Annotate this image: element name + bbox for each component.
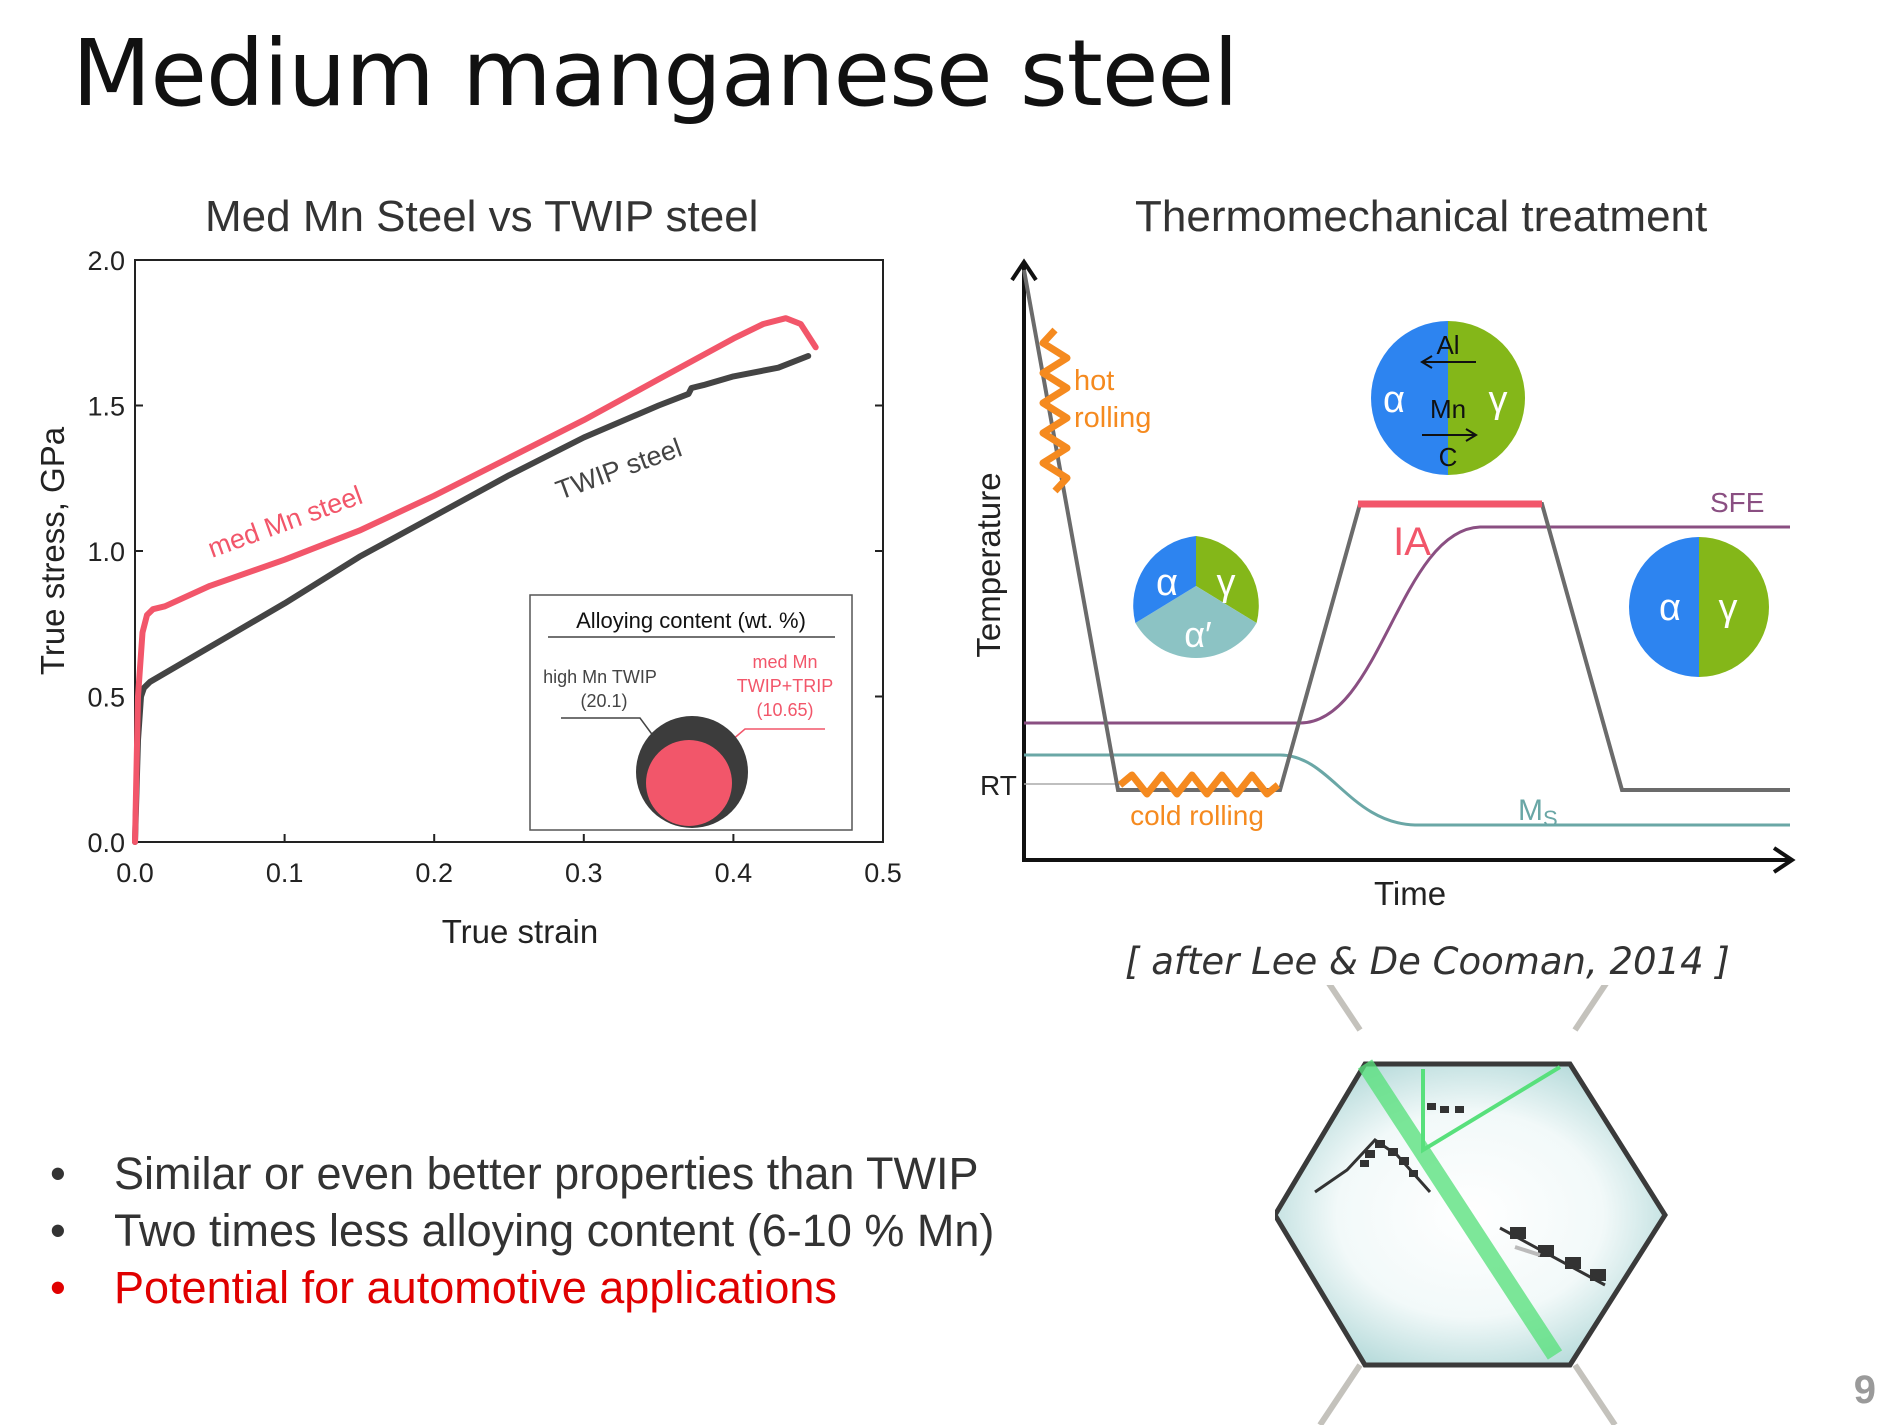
x-tick-label: 0.3 — [565, 858, 603, 888]
ms-label: MS — [1518, 794, 1558, 831]
phase-pie-final: α γ — [1629, 537, 1769, 677]
hot-label: hot — [1074, 365, 1114, 397]
pie2-mn-label: Mn — [1430, 394, 1466, 424]
x-tick-label: 0.1 — [266, 858, 304, 888]
time-axis-arrow — [1772, 846, 1796, 874]
inset-twip-leader — [561, 717, 655, 738]
y-tick-label: 2.0 — [87, 246, 125, 276]
pie3-alpha-label: α — [1659, 587, 1681, 629]
pie2-al-label: Al — [1436, 330, 1459, 360]
pie1-alpha-slice — [1133, 536, 1196, 623]
sfe-curve — [1024, 525, 1790, 725]
bullet-text: Potential for automotive applications — [114, 1262, 837, 1313]
pie2-c-label: C — [1439, 442, 1458, 472]
temperature-axis-arrow — [1010, 258, 1038, 282]
pie3-gamma-half — [1699, 537, 1769, 677]
diffraction-beam — [1357, 1059, 1563, 1360]
stress-strain-chart: 0.0 0.1 0.2 0.3 0.4 0.5 0.0 0.5 1.0 1.5 2.0 True s… — [34, 246, 902, 950]
y-tick-label: 0.5 — [87, 683, 125, 713]
pie1-alpha-prime-label: α′ — [1184, 614, 1212, 655]
cold-rolling-label: cold rolling — [1130, 800, 1264, 831]
citation: [ after Lee & De Cooman, 2014 ] — [1125, 940, 1730, 983]
alloying-inset: Alloying content (wt. %) high Mn TWIP (2… — [529, 594, 853, 831]
bullet-item: • Two times less alloying content (6-10 %… — [50, 1202, 994, 1259]
rt-label: RT — [980, 770, 1017, 801]
pie2-gamma-label: γ — [1489, 379, 1508, 421]
pie2-alpha-half — [1371, 321, 1448, 475]
pie1-gamma-label: γ — [1217, 562, 1236, 604]
pie2-c-arrowhead — [1465, 428, 1478, 442]
rolling-label: rolling — [1074, 402, 1151, 434]
inset-medmn-name: med Mn — [752, 652, 817, 672]
pie2-gamma-half — [1448, 321, 1525, 475]
temperature-axis-label: Temperature — [970, 472, 1007, 657]
inset-medmn-name2: TWIP+TRIP — [737, 676, 834, 696]
y-axis-label: True stress, GPa — [34, 426, 71, 675]
pie1-alpha-label: α — [1156, 562, 1178, 604]
bullet-text: Two times less alloying content (6-10 % … — [114, 1205, 995, 1256]
x-tick-label: 0.0 — [116, 858, 154, 888]
bullet-text: Similar or even better properties than T… — [114, 1148, 979, 1199]
bullet-list: • Similar or even better properties than … — [50, 1145, 994, 1316]
pie2-alpha-label: α — [1383, 379, 1405, 421]
phase-pie-intercritical: α γ Al Mn C — [1371, 321, 1525, 475]
med-mn-steel-line — [132, 315, 819, 845]
twip-steel-line — [132, 353, 812, 845]
ia-label: IA — [1393, 520, 1431, 564]
inset-medmn-value: (10.65) — [756, 700, 813, 720]
inset-medmn-circle — [646, 740, 732, 826]
diffraction-illustration — [1275, 985, 1668, 1425]
pie1-alpha-prime-slice — [1135, 586, 1257, 658]
bullet-item: • Similar or even better properties than … — [50, 1145, 994, 1202]
time-axis-label: Time — [1374, 875, 1446, 912]
bracket-bottom-left — [1317, 1363, 1363, 1425]
bullet-dot: • — [50, 1205, 66, 1256]
beam-triangle — [1421, 1065, 1562, 1154]
thermomechanical-diagram: Time Temperature RT SFE MS IA hot rollin… — [970, 258, 1796, 912]
phase-pie-cold-rolled: α γ α′ — [1133, 536, 1259, 658]
inset-twip-name: high Mn TWIP — [543, 667, 657, 687]
y-tick-label: 0.0 — [87, 828, 125, 858]
pie1-gamma-slice — [1196, 536, 1259, 623]
bracket-top-right — [1572, 985, 1609, 1032]
bullet-dot: • — [50, 1148, 66, 1199]
y-tick-label: 1.0 — [87, 537, 125, 567]
bracket-top-left — [1326, 985, 1363, 1032]
inset-twip-value: (20.1) — [580, 691, 627, 711]
reflected-arrow — [1514, 1245, 1541, 1257]
bullet-dot: • — [50, 1262, 66, 1313]
hot-rolling-wave — [1039, 327, 1071, 494]
bullet-item-highlight: • Potential for automotive applications — [50, 1259, 994, 1316]
x-tick-label: 0.4 — [715, 858, 753, 888]
stress-strain-chart-title: Med Mn Steel vs TWIP steel — [205, 192, 759, 241]
pie2-al-arrowhead — [1420, 355, 1433, 369]
slide-title: Medium manganese steel — [72, 20, 1239, 127]
pie3-alpha-half — [1629, 537, 1699, 677]
x-tick-label: 0.5 — [864, 858, 902, 888]
cold-rolling-wave — [1117, 771, 1281, 798]
med-mn-series-label: med Mn steel — [204, 480, 367, 564]
sfe-label: SFE — [1710, 487, 1764, 518]
inset-title: Alloying content (wt. %) — [576, 608, 806, 633]
thermomechanical-chart-title: Thermomechanical treatment — [1135, 192, 1708, 241]
page-number: 9 — [1853, 1368, 1876, 1412]
pie3-gamma-label: γ — [1719, 587, 1738, 629]
diffraction-peaks — [1314, 1103, 1606, 1287]
bracket-bottom-right — [1572, 1363, 1618, 1425]
y-tick-label: 1.5 — [87, 392, 125, 422]
x-axis-label: True strain — [442, 913, 599, 950]
x-tick-label: 0.2 — [415, 858, 453, 888]
